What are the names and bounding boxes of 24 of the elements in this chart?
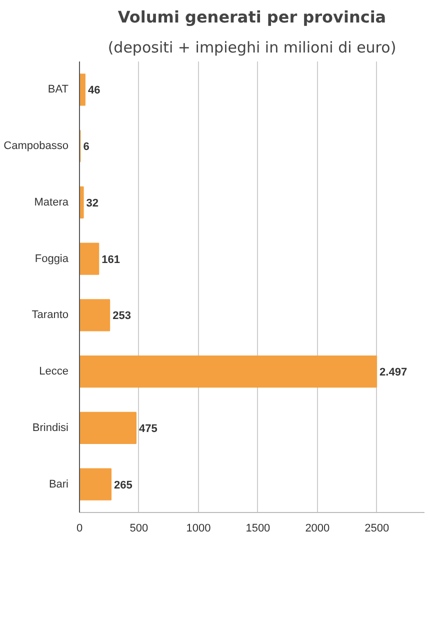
x-tick-label: 1000 [186,522,211,534]
data-label: 161 [102,254,120,266]
y-tick-label: Foggia [34,252,70,265]
data-label: 253 [112,310,131,322]
y-tick-label: BAT [48,84,69,96]
y-tick-label: Brindisi [32,422,69,434]
x-tick-label: 2500 [364,522,390,534]
data-label: 6 [83,141,90,154]
y-tick-label: Matera [34,196,70,208]
y-tick-label: Lecce [39,366,69,378]
y-tick-label: Campobasso [4,140,69,152]
x-tick-label: 0 [76,522,83,534]
chart-title: Volumi generati per provincia [118,8,386,26]
chart-subtitle: (depositi + impieghi in milioni di euro) [108,38,396,56]
x-tick-label: 500 [130,522,148,534]
y-tick-label: Bari [48,478,68,490]
data-label: 475 [139,422,158,435]
data-label: 265 [114,479,132,492]
data-label: 2.497 [380,366,408,379]
x-tick-label: 1500 [246,522,270,534]
y-tick-label: Taranto [32,309,69,322]
data-label: 46 [88,84,100,97]
x-tick-label: 2000 [305,522,330,534]
data-label: 32 [86,197,99,210]
